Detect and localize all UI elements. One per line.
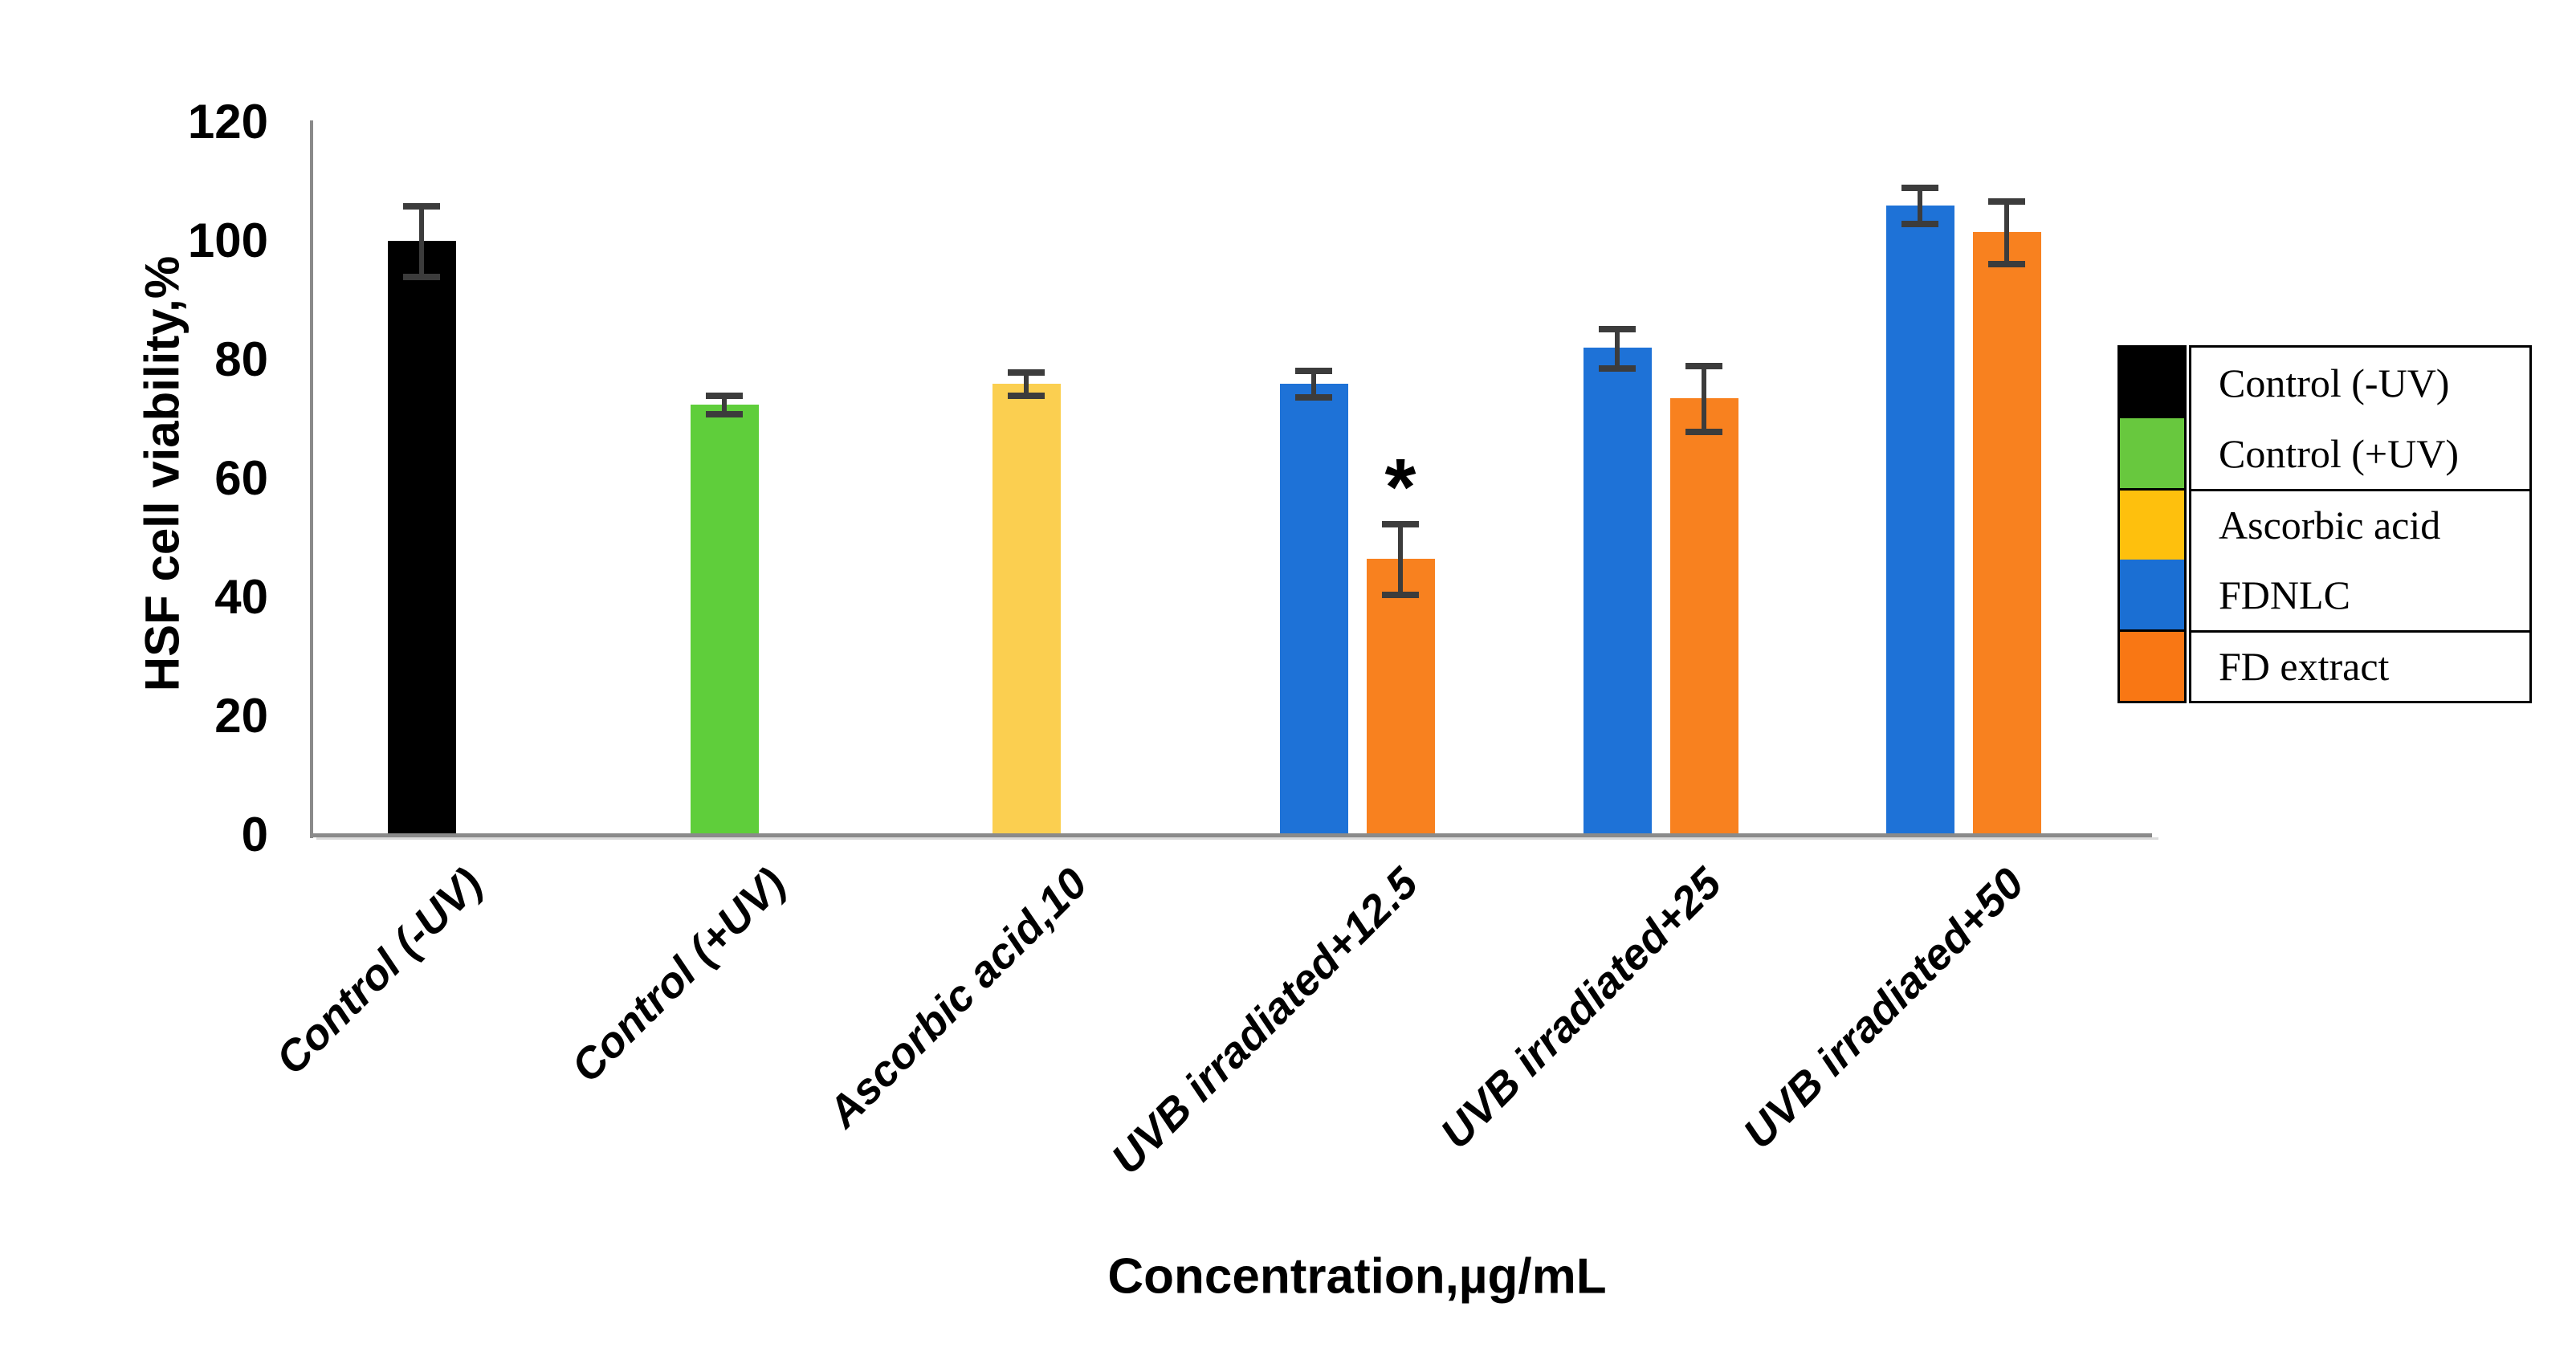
y-tick-label: 100 — [187, 214, 268, 267]
bar — [387, 241, 456, 833]
x-axis-title: Concentration,µg/mL — [1107, 1248, 1607, 1305]
x-axis-line — [310, 833, 2152, 837]
error-bar-cap — [1901, 185, 1938, 192]
error-bar-cap — [1382, 592, 1419, 599]
bar — [1366, 558, 1435, 833]
legend-divider — [2120, 488, 2184, 491]
error-bar-cap — [1599, 325, 1636, 332]
legend-label: Control (-UV) — [2219, 360, 2450, 405]
error-bar-cap — [1685, 363, 1722, 370]
error-bar-cap — [1008, 368, 1045, 376]
x-axis-shadow — [316, 837, 2158, 840]
error-bar — [1398, 523, 1403, 595]
error-bar — [1615, 328, 1620, 368]
category-label: Ascorbic acid,10 — [818, 859, 1097, 1137]
error-bar — [1024, 371, 1029, 396]
y-tick-label: 0 — [241, 808, 268, 861]
error-bar-cap — [1008, 393, 1045, 400]
error-bar-cap — [1988, 197, 2025, 205]
legend-color-swatch — [2120, 418, 2184, 489]
error-bar-cap — [403, 274, 440, 281]
y-tick-label: 80 — [214, 332, 268, 386]
legend-label: FDNLC — [2219, 572, 2350, 617]
error-bar — [419, 205, 424, 277]
category-label: UVB irradiated+12.5 — [1103, 859, 1428, 1184]
error-bar — [1702, 365, 1706, 431]
error-bar-cap — [1685, 428, 1722, 435]
bar — [690, 404, 759, 833]
error-bar-cap — [706, 410, 743, 417]
y-tick-label: 40 — [214, 570, 268, 624]
bar — [1885, 205, 1954, 833]
error-bar-cap — [1988, 261, 2025, 268]
legend-label: Ascorbic acid — [2191, 489, 2529, 560]
y-axis-line — [310, 120, 313, 838]
legend-swatch-column — [2117, 345, 2187, 703]
error-bar-cap — [1599, 364, 1636, 372]
legend-color-swatch — [2120, 630, 2184, 701]
y-tick-label: 120 — [187, 95, 268, 149]
bar — [1669, 398, 1738, 833]
error-bar — [722, 395, 727, 413]
category-label: Control (+UV) — [561, 859, 795, 1092]
y-tick-label: 20 — [214, 689, 268, 743]
error-bar-cap — [1382, 520, 1419, 527]
error-bar-cap — [403, 202, 440, 210]
legend-divider — [2120, 629, 2184, 632]
legend-color-swatch — [2120, 348, 2184, 418]
bar — [1972, 231, 2041, 833]
legend-color-swatch — [2120, 489, 2184, 560]
category-label: UVB irradiated+50 — [1734, 859, 2034, 1158]
bar — [1583, 348, 1652, 833]
error-bar — [2004, 200, 2009, 264]
significance-asterisk: * — [1384, 442, 1416, 532]
error-bar — [1918, 187, 1922, 223]
error-bar-cap — [706, 393, 743, 400]
category-label: Control (-UV) — [267, 859, 492, 1084]
error-bar-cap — [1295, 368, 1332, 375]
legend-text-box: Control (-UV) Control (+UV) Ascorbic acid F… — [2189, 345, 2532, 703]
category-label: UVB irradiated+25 — [1431, 859, 1731, 1158]
error-bar-cap — [1295, 393, 1332, 401]
legend-label: FD extract — [2191, 630, 2529, 701]
error-bar-cap — [1901, 220, 1938, 227]
error-bar — [1311, 370, 1316, 397]
bar — [992, 383, 1061, 833]
legend-label: Control (+UV) — [2219, 431, 2459, 476]
bar — [1279, 383, 1348, 833]
y-tick-label: 60 — [214, 451, 268, 505]
legend-color-swatch — [2120, 560, 2184, 630]
